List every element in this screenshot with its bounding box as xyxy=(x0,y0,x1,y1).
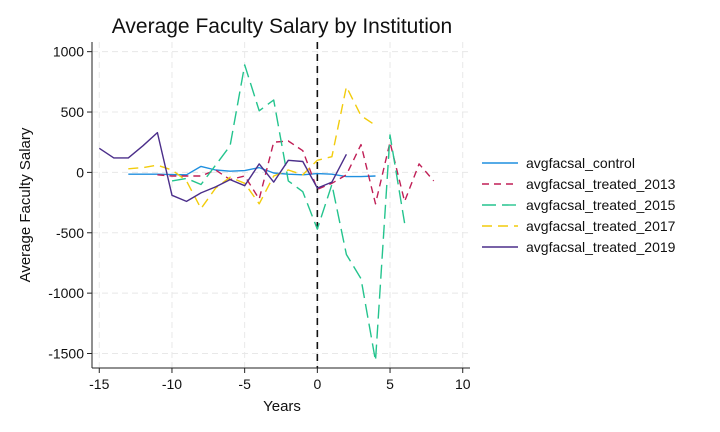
x-tick-label: -10 xyxy=(162,376,182,392)
legend-label: avgfacsal_treated_2015 xyxy=(526,197,676,213)
x-tick-label: -15 xyxy=(89,376,109,392)
series-line-avgfacsal_treated_2015 xyxy=(171,64,406,362)
x-tick-label: 5 xyxy=(386,376,394,392)
x-axis-label: Years xyxy=(263,398,301,415)
x-tick-label: -5 xyxy=(238,376,251,392)
legend-label: avgfacsal_treated_2017 xyxy=(526,218,676,234)
y-tick-label: 500 xyxy=(61,104,85,120)
chart-title: Average Faculty Salary by Institution xyxy=(112,15,452,38)
series-line-avgfacsal_treated_2019 xyxy=(98,131,348,203)
axes xyxy=(91,42,470,369)
y-tick-label: -500 xyxy=(56,225,84,241)
y-tick-label: 1000 xyxy=(53,44,84,60)
legend-label: avgfacsal_control xyxy=(526,155,635,171)
y-tick-label: -1500 xyxy=(48,346,84,362)
ticks: -15 -10 -5 0 5 10 1000 500 0 -500 -1000 -1500 xyxy=(48,44,471,392)
legend: avgfacsal_control avgfacsal_treated_2013a… xyxy=(482,155,676,255)
series-line-avgfacsal_control xyxy=(128,165,376,178)
y-tick-label: 0 xyxy=(76,164,84,180)
y-tick-label: -1000 xyxy=(48,285,84,301)
x-tick-label: 10 xyxy=(455,376,471,392)
legend-label: avgfacsal_treated_2019 xyxy=(526,239,676,255)
series-line-avgfacsal_treated_2017 xyxy=(128,85,376,210)
grid xyxy=(92,42,470,368)
series-layer xyxy=(98,64,435,362)
y-axis-label: Average Faculty Salary xyxy=(17,127,34,282)
legend-label: avgfacsal_treated_2013 xyxy=(526,176,676,192)
x-tick-label: 0 xyxy=(313,376,321,392)
